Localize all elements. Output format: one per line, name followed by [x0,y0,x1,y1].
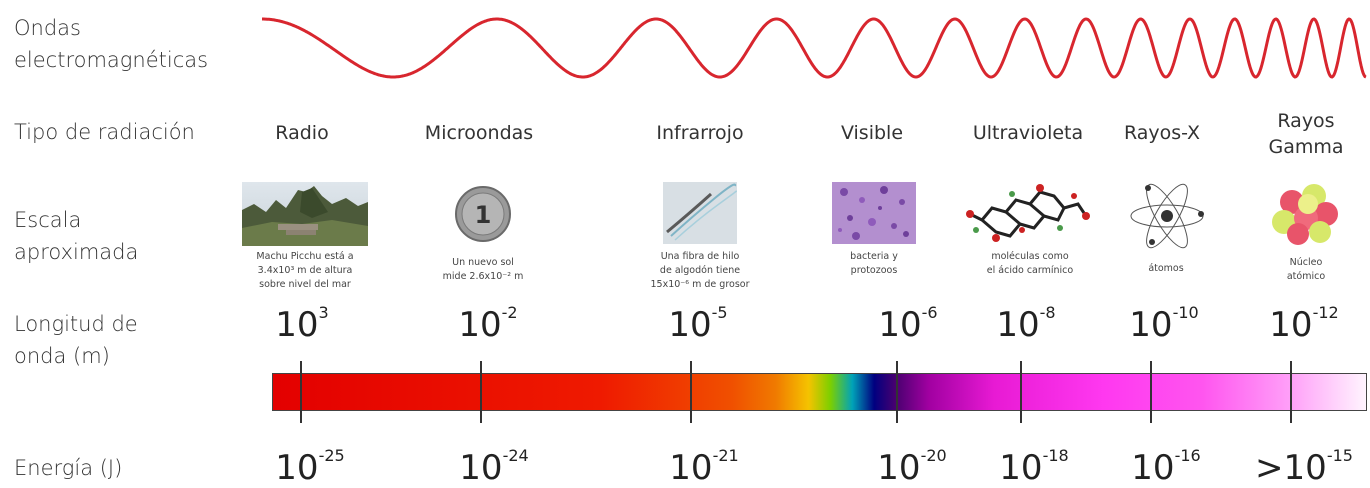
tick-visible [896,361,898,423]
energy-ultravioleta: 10-18 [999,446,1069,488]
energy-infrarrojo: 10-21 [669,446,739,488]
wavelength-ultravioleta: 10-8 [996,303,1056,345]
energy-rayos-gamma: >10-15 [1255,446,1353,488]
molecule-icon [966,184,1090,242]
energy-microondas: 10-24 [459,446,529,488]
type-rayos-gamma: Rayos Gamma [1268,110,1344,158]
electromagnetic-wave [262,17,1367,79]
type-microondas: Microondas [424,122,534,144]
wavelength-infrarrojo: 10-5 [668,303,728,345]
tick-rayos-x [1150,361,1152,423]
longitud-label: Longitud de onda (m) [14,312,138,368]
energy-radio: 10-25 [275,446,345,488]
tick-ultravioleta [1020,361,1022,423]
tick-radio [300,361,302,423]
caption-rayos-x: átomos [1148,263,1184,274]
energy-rayos-x: 10-16 [1131,446,1201,488]
caption-infrarrojo: Una fibra de hilo de algodón tiene 15x10⁻⁶… [650,251,750,290]
tick-rayos-gamma [1290,361,1292,423]
energy-visible: 10-20 [877,446,947,488]
svg-text:1: 1 [475,201,492,229]
wavelength-microondas: 10-2 [458,303,518,345]
type-infrarrojo: Infrarrojo [656,122,744,144]
tick-microondas [480,361,482,423]
wavelength-rayos-gamma: 10-12 [1269,303,1339,345]
spectrum-bar [272,373,1367,411]
coin-icon: 1 [455,186,511,242]
tipo-radiacion-label: Tipo de radiación [14,120,195,144]
nucleus-icon [1272,184,1338,245]
type-ultravioleta: Ultravioleta [972,122,1084,144]
caption-radio: Machu Picchu está a 3.4x10³ m de altura so… [256,251,354,290]
bacteria-icon [832,182,916,244]
type-rayos-x: Rayos-X [1123,122,1201,144]
cotton-fiber-icon [663,182,737,244]
ondas-label: Ondas electromagnéticas [14,16,209,72]
caption-microondas: Un nuevo sol mide 2.6x10⁻² m [442,257,524,282]
caption-visible: bacteria y protozoos [850,251,898,276]
atom-icon [1130,183,1204,249]
energia-label: Energía (J) [14,456,123,480]
wavelength-rayos-x: 10-10 [1129,303,1199,345]
mountain-photo-icon [242,182,368,246]
wavelength-visible: 10-6 [878,303,938,345]
tick-infrarrojo [690,361,692,423]
type-radio: Radio [275,122,329,144]
caption-rayos-gamma: Núcleo atómico [1286,257,1326,282]
wavelength-radio: 103 [275,303,329,345]
caption-ultravioleta: moléculas como el ácido carmínico [986,251,1074,276]
type-visible: Visible [840,122,904,144]
escala-label: Escala aproximada [14,208,139,264]
